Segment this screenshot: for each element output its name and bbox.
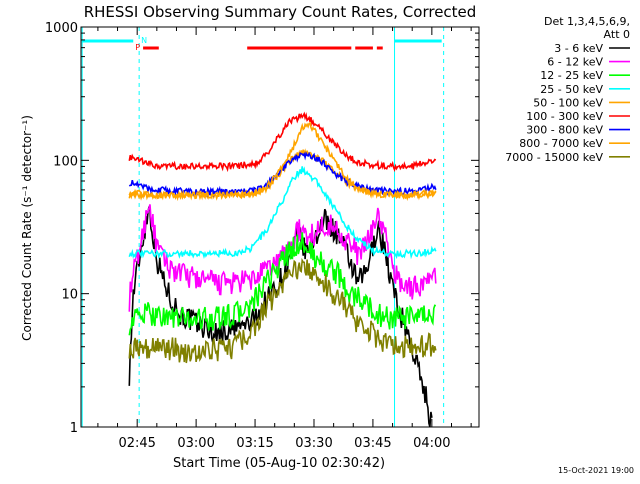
- legend-header-line2: Att 0: [604, 28, 630, 41]
- x-tick-label-1: 03:00: [177, 436, 214, 451]
- x-tick-label-0: 02:45: [118, 436, 155, 451]
- y-axis-label: Corrected Count Rate (s⁻¹ detector⁻¹): [20, 115, 34, 341]
- y-tick-label-0: 1: [70, 421, 78, 436]
- legend-label-1: 6 - 12 keV: [547, 56, 603, 69]
- y-tick-label-2: 100: [53, 154, 78, 169]
- plot-frame: [80, 26, 480, 428]
- legend-label-3: 25 - 50 keV: [540, 83, 603, 96]
- legend-label-5: 100 - 300 keV: [526, 110, 603, 123]
- plot-marks: PN: [81, 27, 445, 428]
- y-tick-label-1: 10: [61, 288, 78, 303]
- legend-label-7: 800 - 7000 keV: [519, 137, 603, 150]
- legend-label-2: 12 - 25 keV: [540, 69, 603, 82]
- y-tick-label-3: 1000: [45, 21, 78, 36]
- series-line-8: [128, 257, 437, 364]
- series-line-7: [128, 121, 437, 202]
- axis-ticks: 1 10 100 1000 02:45 03:00 03:15 03:30 03:45 04:00: [45, 21, 479, 451]
- legend-label-4: 50 - 100 keV: [533, 96, 603, 109]
- x-tick-label-2: 03:15: [236, 436, 273, 451]
- series-line-6: [128, 151, 437, 198]
- legend-label-0: 3 - 6 keV: [554, 42, 603, 55]
- x-axis-label: Start Time (05-Aug-10 02:30:42): [173, 456, 385, 471]
- legend-header-line1: Det 1,3,4,5,6,9,: [544, 15, 630, 28]
- legend-label-8: 7000 - 15000 keV: [505, 151, 603, 164]
- x-tick-label-3: 03:30: [295, 436, 332, 451]
- chart-title: RHESSI Observing Summary Count Rates, Co…: [84, 3, 477, 21]
- series-line-1: [128, 204, 437, 312]
- flag-label-p: P: [135, 43, 140, 52]
- series-line-5: [128, 111, 437, 173]
- series-line-3: [128, 166, 437, 260]
- legend-label-6: 300 - 800 keV: [526, 124, 603, 137]
- x-tick-label-4: 03:45: [354, 436, 391, 451]
- x-tick-label-5: 04:00: [413, 436, 450, 451]
- timestamp-label: 15-Oct-2021 19:00: [558, 466, 634, 475]
- flag-label-n: N: [141, 36, 147, 45]
- series-line-2: [128, 232, 437, 336]
